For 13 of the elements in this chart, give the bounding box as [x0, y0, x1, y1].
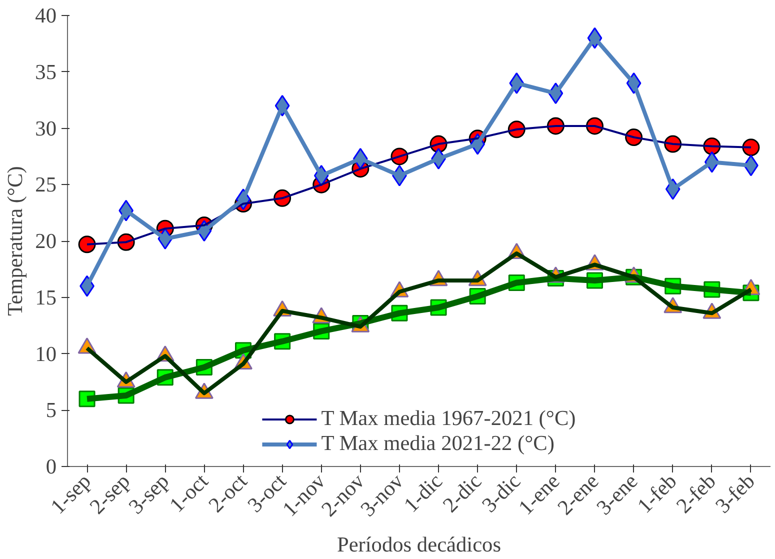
y-tick-label: 20: [35, 229, 56, 253]
y-tick-label: 10: [35, 342, 56, 366]
y-axis-title: Temperatura (°C): [3, 166, 28, 316]
y-tick-label: 35: [35, 60, 56, 84]
legend-label: T Max media 1967-2021 (°C): [321, 406, 576, 431]
y-tick-label: 0: [46, 454, 57, 478]
y-tick-label: 5: [46, 398, 57, 422]
y-tick-label: 15: [35, 285, 56, 310]
y-tick-label: 30: [35, 116, 56, 140]
y-tick-label: 25: [35, 172, 56, 197]
legend-label: T Max media 2021-22 (°C): [321, 431, 554, 456]
y-tick-label: 40: [35, 4, 56, 28]
x-axis-title: Períodos decádicos: [336, 532, 502, 557]
